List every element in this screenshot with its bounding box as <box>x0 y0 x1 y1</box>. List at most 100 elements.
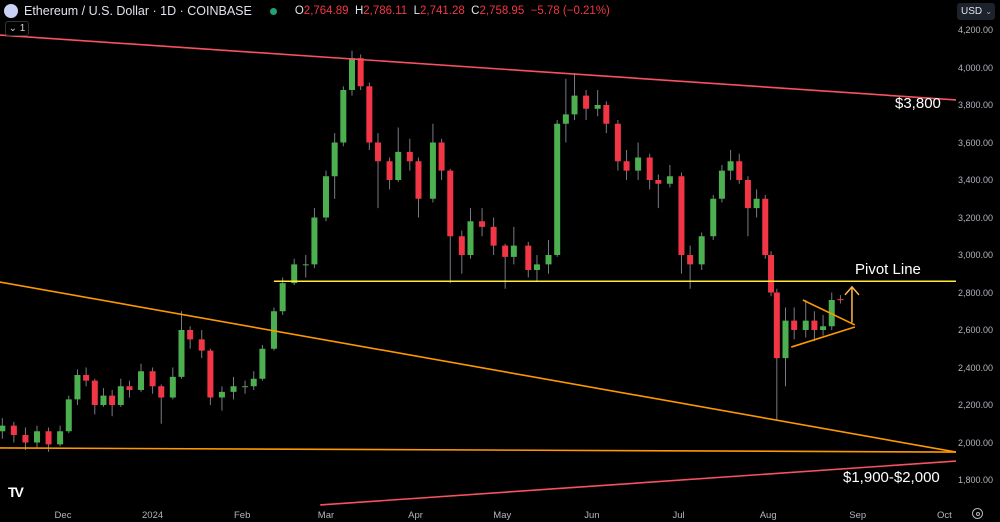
currency-selector[interactable]: USD ⌄ <box>957 3 995 20</box>
candle-body <box>603 105 610 124</box>
candle-body <box>614 123 621 162</box>
candle-body <box>415 161 422 199</box>
candle-body <box>502 245 509 257</box>
candle-body <box>727 161 734 171</box>
candle-body <box>230 386 237 392</box>
candle-body <box>510 245 517 257</box>
indicators-collapse-button[interactable]: ⌄ 1 <box>5 21 29 36</box>
candle-body <box>331 142 338 177</box>
ohlc-readout: O2,764.89 H2,786.11 L2,741.28 C2,758.95 … <box>294 5 610 17</box>
time-tick-label: Feb <box>233 510 251 521</box>
change-value: −5.78 (−0.21%) <box>530 5 610 17</box>
candle-body <box>802 320 809 330</box>
candle-body <box>736 161 743 180</box>
tradingview-logo: TV <box>8 484 24 500</box>
price-tick-label: 3,400.00 <box>958 175 994 185</box>
candle-body <box>169 376 176 398</box>
candle-body <box>583 95 590 109</box>
candle-body <box>22 435 29 443</box>
time-tick-label: Aug <box>759 510 777 521</box>
time-tick-label: Dec <box>54 510 72 521</box>
candle-body <box>438 142 445 171</box>
candle-body <box>698 236 705 265</box>
candle-body <box>820 326 827 330</box>
candle-body <box>710 198 717 237</box>
candle-body <box>594 105 601 109</box>
candle-body <box>340 90 347 143</box>
close-value: 2,758.95 <box>479 5 525 17</box>
candle-body <box>406 151 413 162</box>
price-tick-label: 2,200.00 <box>958 400 994 410</box>
candle-body <box>126 386 133 390</box>
candle-body <box>782 320 789 359</box>
time-tick-label: Jul <box>672 510 685 521</box>
candle-body <box>490 226 497 246</box>
candle-body <box>366 86 373 143</box>
gear-icon[interactable] <box>972 508 983 519</box>
candle-body <box>158 386 165 398</box>
price-tick-label: 3,800.00 <box>958 100 994 110</box>
resistance-label: $3,800 <box>895 95 941 112</box>
price-tick-label: 2,400.00 <box>958 362 994 373</box>
pivot-label: Pivot Line <box>855 261 921 278</box>
support-trendline <box>802 299 856 326</box>
candle-body <box>666 176 673 184</box>
candle-body <box>687 255 694 265</box>
resistance-trendline <box>320 460 957 506</box>
candle-body <box>100 395 107 405</box>
candle-body <box>386 161 393 180</box>
candle-body <box>753 198 760 209</box>
candle-body <box>479 221 486 227</box>
candle-body <box>33 431 40 443</box>
candle-body <box>768 255 775 293</box>
candle-body <box>65 399 72 432</box>
support-trendline <box>0 281 957 453</box>
candle-body <box>0 425 6 432</box>
candle-body <box>837 299 844 301</box>
market-status-icon <box>269 7 277 15</box>
candle-body <box>562 114 569 124</box>
candle-body <box>655 180 662 184</box>
candle-body <box>117 386 124 405</box>
candle-body <box>791 320 798 330</box>
time-tick-label: 2024 <box>142 510 164 521</box>
high-value: 2,786.11 <box>363 5 408 17</box>
price-tick-label: 4,200.00 <box>958 25 994 35</box>
candle-body <box>447 170 454 237</box>
candle-body <box>259 348 266 379</box>
candle-body <box>545 255 552 265</box>
time-tick-label: Apr <box>408 510 423 521</box>
price-tick-label: 2,000.00 <box>958 437 994 448</box>
price-tick-label: 4,000.00 <box>958 62 994 73</box>
arrow-head-icon <box>844 285 860 296</box>
candle-body <box>45 431 52 445</box>
chevron-down-icon: ⌄ <box>985 7 992 16</box>
open-value: 2,764.89 <box>303 5 349 17</box>
candle-body <box>311 217 318 265</box>
candle-body <box>349 58 355 90</box>
symbol-title[interactable]: Ethereum / U.S. Dollar · 1D · COINBASE <box>24 4 252 18</box>
candle-body <box>678 176 685 255</box>
candle-body <box>811 320 818 330</box>
resistance-trendline <box>0 34 957 101</box>
candle-body <box>533 264 540 270</box>
price-tick-label: 2,600.00 <box>958 325 994 335</box>
time-tick-label: Sep <box>849 510 867 521</box>
candle-body <box>646 157 653 180</box>
candle-body <box>74 375 81 400</box>
time-tick-label: Jun <box>584 510 600 521</box>
candle-body <box>744 180 751 209</box>
support-label: $1,900-$2,000 <box>843 469 940 486</box>
candle-body <box>279 283 286 312</box>
candle-body <box>718 170 725 199</box>
candle-body <box>109 395 116 405</box>
candle-body <box>554 123 561 255</box>
candle-body <box>395 151 402 180</box>
low-value: 2,741.28 <box>419 5 465 17</box>
candle-body <box>250 378 257 387</box>
candle-body <box>242 386 249 388</box>
price-tick-label: 2,800.00 <box>958 287 994 298</box>
candle-body <box>149 371 156 387</box>
candle-body <box>762 198 769 255</box>
